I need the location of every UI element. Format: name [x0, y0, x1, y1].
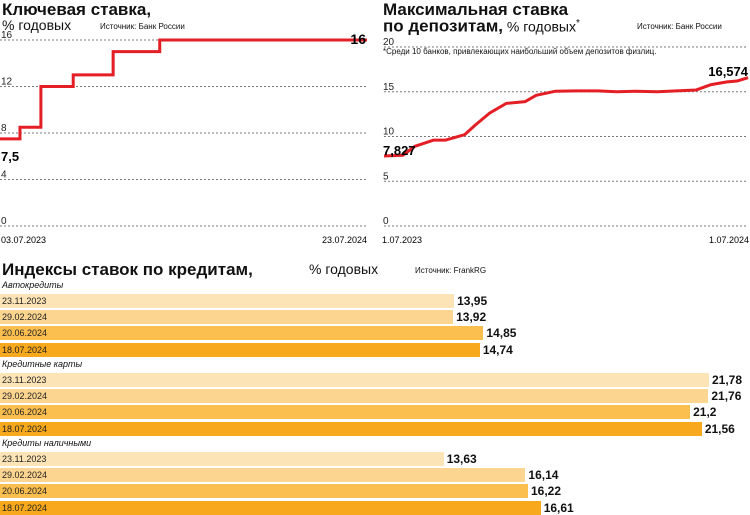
deposit-rate-title-line2: по депозитам,	[383, 16, 504, 36]
loan-bar-value: 21,76	[711, 389, 742, 404]
loan-bar	[0, 484, 528, 499]
loan-bar	[0, 405, 691, 420]
key-rate-first-value: 7,5	[1, 149, 19, 164]
loan-bar-row: 20.06.2024 16,22	[0, 484, 750, 499]
loan-bar	[0, 500, 541, 515]
deposit-rate-footnote: *Среди 10 банков, привлекающих наибольши…	[383, 47, 657, 56]
loan-bar-row: 20.06.2024 21,2	[0, 405, 750, 420]
loan-bar-date: 20.06.2024	[2, 328, 48, 339]
deposit-rate-first-value: 7,827	[383, 143, 416, 158]
loan-bar-date: 18.07.2024	[2, 344, 48, 355]
deposit-rate-chart: 0 5 10 15 20 16,574 7,827 1.07.2023 1.07.202…	[382, 37, 749, 245]
deposit-rate-last-value: 16,574	[708, 64, 749, 79]
loan-bar-date: 29.02.2024	[2, 312, 48, 323]
loan-bar-row: 23.11.2023 21,78	[0, 373, 750, 387]
deposit-rate-source: Источник: Банк России	[637, 22, 722, 31]
key-rate-source: Источник: Банк России	[100, 22, 185, 31]
deposit-rate-x-end: 1.07.2024	[709, 235, 749, 245]
loans-source: Источник: FrankRG	[415, 266, 487, 275]
c1-y-tick-label: 0	[1, 216, 7, 227]
key-rate-line	[0, 38, 367, 141]
loan-bar-value: 16,22	[531, 484, 562, 499]
loan-bar-value: 21,2	[693, 405, 717, 420]
loans-title: Индексы ставок по кредитам,	[2, 260, 253, 279]
loans-bar-chart: Автокредиты 23.11.2023 13,95 29.02.2024 13,9…	[0, 280, 750, 515]
key-rate-chart: 0 4 8 12 16 16 7,5 03.07.2023 23.07.2024	[0, 30, 367, 245]
loan-bar-date: 20.06.2024	[2, 486, 48, 497]
deposit-rate-title-line1: Максимальная ставка	[383, 0, 569, 19]
deposit-rate-footnote-mark: *	[576, 18, 580, 29]
key-rate-last-value: 16	[350, 31, 366, 47]
c2-y-tick-label: 20	[383, 37, 395, 48]
loan-bar-value: 21,78	[712, 373, 743, 387]
key-rate-x-end: 23.07.2024	[322, 235, 367, 245]
key-rate-x-start: 03.07.2023	[1, 235, 46, 245]
loan-bar	[0, 452, 444, 466]
loan-bar-value: 14,85	[486, 326, 517, 341]
deposit-rate-line	[383, 76, 749, 158]
c2-y-tick-label: 5	[383, 171, 389, 182]
key-rate-subtitle: % годовых	[2, 17, 72, 33]
c1-y-tick-label: 12	[1, 77, 13, 88]
c1-y-tick-label: 16	[1, 30, 13, 41]
loan-bar-row: 29.02.2024 16,14	[0, 468, 750, 483]
loan-bar-value: 13,95	[457, 294, 488, 308]
loan-bar	[0, 421, 702, 436]
loan-bar-row: 23.11.2023 13,63	[0, 452, 750, 466]
loan-bar-date: 18.07.2024	[2, 423, 48, 434]
loan-bar	[0, 342, 480, 357]
c2-y-tick-label: 0	[383, 216, 389, 227]
deposit-rate-x-start: 1.07.2023	[382, 235, 422, 245]
loan-category-label: Кредитные карты	[2, 359, 83, 369]
loan-bar-date: 23.11.2023	[2, 454, 47, 464]
c2-y-tick-label: 15	[383, 82, 395, 93]
loan-bar	[0, 468, 526, 483]
loan-bar	[0, 389, 709, 404]
loan-bar-date: 20.06.2024	[2, 407, 48, 418]
key-rate-title: Ключевая ставка,	[2, 0, 152, 19]
loan-category-label: Автокредиты	[2, 280, 64, 290]
loan-bar	[0, 294, 455, 308]
c1-y-tick-label: 8	[1, 123, 7, 134]
loan-bar-row: 20.06.2024 14,85	[0, 326, 750, 341]
loan-bar-row: 18.07.2024 21,56	[0, 421, 750, 436]
loan-bar-value: 21,56	[704, 421, 735, 436]
loan-bar-date: 23.11.2023	[2, 296, 47, 306]
loan-bar-value: 13,63	[446, 452, 477, 466]
loan-bar-value: 16,14	[528, 468, 559, 483]
loan-bar-row: 18.07.2024 16,61	[0, 500, 750, 515]
loan-bar	[0, 310, 454, 325]
deposit-rate-title-line2-wrap: по депозитам, % годовых*	[383, 16, 580, 35]
loan-bar-row: 29.02.2024 21,76	[0, 389, 750, 404]
deposit-rate-subtitle: % годовых	[506, 18, 576, 35]
loan-bar-date: 29.02.2024	[2, 391, 48, 402]
loans-subtitle: % годовых	[309, 261, 379, 277]
c1-y-tick-label: 4	[1, 170, 7, 181]
c2-y-tick-label: 10	[383, 127, 395, 138]
loan-bar-row: 23.11.2023 13,95	[0, 294, 750, 308]
loan-bar	[0, 373, 709, 387]
loan-bar-row: 18.07.2024 14,74	[0, 342, 750, 357]
loan-bar-value: 13,92	[456, 310, 487, 325]
loan-category-label: Кредиты наличными	[2, 438, 92, 448]
loan-bar-value: 16,61	[543, 500, 574, 515]
loan-bar-date: 23.11.2023	[2, 375, 47, 385]
loan-bar-date: 29.02.2024	[2, 470, 48, 481]
loan-bar-value: 14,74	[482, 342, 513, 357]
loan-bar-row: 29.02.2024 13,92	[0, 310, 750, 325]
loan-bar	[0, 326, 484, 341]
loan-bar-date: 18.07.2024	[2, 502, 48, 513]
